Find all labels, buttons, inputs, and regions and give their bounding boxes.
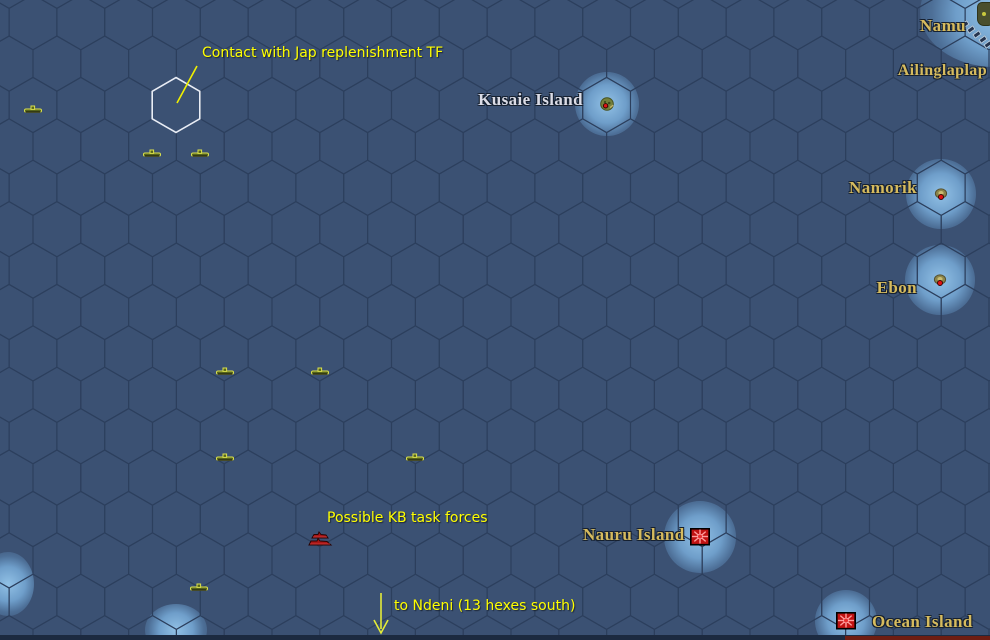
japanese-flag-icon[interactable]	[690, 528, 710, 551]
allied-submarine-icon[interactable]	[23, 101, 43, 119]
edge-island-base-dot	[982, 12, 986, 16]
island-label-ebon: Ebon	[876, 278, 917, 297]
island-label-nauru: Nauru Island	[583, 525, 685, 544]
annotation-contact: Contact with Jap replenishment TF	[202, 45, 444, 61]
allied-submarine-icon[interactable]	[142, 145, 162, 163]
island-label-namorik: Namorik	[849, 178, 917, 197]
allied-submarine-icon[interactable]	[215, 449, 235, 467]
map-bottom-edge-red	[845, 636, 990, 640]
island-icon[interactable]	[599, 96, 615, 117]
atoll-island-icon[interactable]	[932, 273, 948, 293]
allied-submarine-icon[interactable]	[310, 363, 330, 381]
enemy-taskforce-icon[interactable]	[305, 529, 335, 552]
allied-submarine-icon[interactable]	[405, 449, 425, 467]
island-label-ailinglaplap: Ailinglaplap	[897, 62, 987, 79]
atoll-island-icon[interactable]	[933, 187, 949, 207]
annotation-kb: Possible KB task forces	[327, 510, 488, 526]
allied-submarine-icon[interactable]	[190, 145, 210, 163]
japanese-flag-icon[interactable]	[836, 612, 856, 635]
allied-submarine-icon[interactable]	[189, 579, 209, 597]
allied-submarine-icon[interactable]	[215, 363, 235, 381]
annotation-ndeni: to Ndeni (13 hexes south)	[394, 598, 576, 614]
edge-island-icon	[977, 2, 990, 26]
island-label-namu: Namu	[920, 16, 966, 35]
island-label-kusaie: Kusaie Island	[478, 90, 583, 109]
island-label-ocean: Ocean Island	[872, 612, 973, 631]
map-bottom-edge	[0, 635, 990, 640]
